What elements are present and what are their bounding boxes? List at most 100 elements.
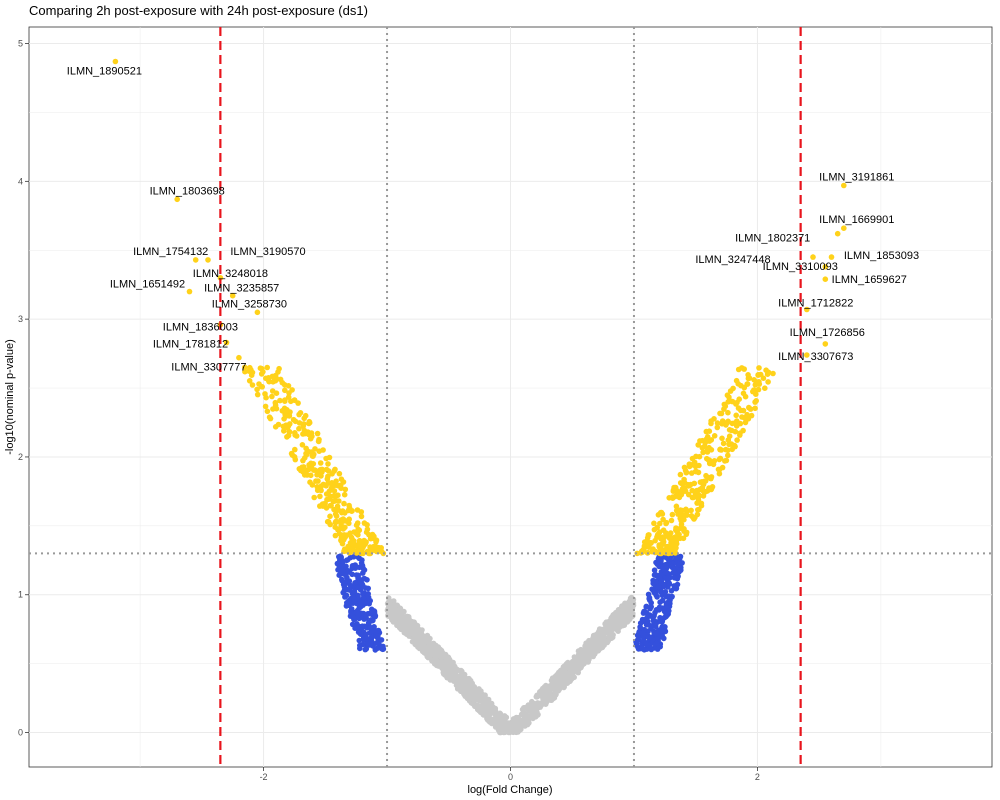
data-point <box>305 448 311 455</box>
data-point <box>400 616 407 623</box>
data-points <box>112 58 847 736</box>
data-point <box>744 381 750 387</box>
x-tick-label: 0 <box>508 772 513 782</box>
y-tick-label: 3 <box>18 314 23 324</box>
data-point <box>327 513 333 520</box>
data-point <box>675 562 682 568</box>
data-point <box>314 430 321 437</box>
data-point <box>666 608 672 614</box>
data-point <box>291 454 298 460</box>
data-point <box>356 623 362 630</box>
data-point <box>342 524 348 531</box>
data-point <box>346 516 353 522</box>
data-point <box>343 557 350 564</box>
data-point <box>296 425 302 432</box>
data-point <box>373 544 379 550</box>
data-point <box>537 704 543 710</box>
data-point <box>714 420 721 426</box>
data-point <box>416 632 423 638</box>
data-point <box>655 583 662 590</box>
data-point <box>708 486 714 493</box>
data-point <box>602 638 608 644</box>
data-point <box>719 464 726 471</box>
data-point <box>338 558 345 564</box>
x-tick-label: 2 <box>755 772 760 782</box>
data-point <box>528 712 535 718</box>
data-point <box>354 547 360 554</box>
data-point <box>361 520 368 526</box>
data-point <box>690 494 697 501</box>
data-point <box>360 590 366 597</box>
data-point <box>626 601 633 608</box>
data-point <box>292 446 298 453</box>
data-point <box>667 543 673 549</box>
data-point <box>449 670 455 676</box>
data-point <box>679 481 685 487</box>
data-point <box>336 498 342 504</box>
data-point <box>531 700 537 707</box>
data-point <box>671 566 677 573</box>
point-label: ILMN_1659627 <box>832 274 907 286</box>
data-point <box>317 460 324 466</box>
data-point <box>249 382 256 388</box>
data-point <box>300 464 307 470</box>
data-point <box>718 410 725 417</box>
data-point <box>269 393 275 400</box>
data-point <box>651 580 657 586</box>
data-point <box>442 659 449 665</box>
data-point <box>363 635 370 642</box>
data-point <box>755 386 762 393</box>
data-point <box>277 376 284 383</box>
data-point <box>721 401 728 408</box>
point-label: ILMN_3247448 <box>695 254 770 266</box>
data-point <box>357 578 364 584</box>
data-point <box>360 550 366 557</box>
data-point <box>613 609 619 616</box>
data-point <box>315 478 321 484</box>
data-point <box>415 626 421 632</box>
data-point <box>349 563 356 569</box>
data-point <box>337 482 344 489</box>
data-point <box>683 469 690 476</box>
data-point <box>481 712 487 718</box>
labeled-point <box>828 254 835 260</box>
data-point <box>556 678 562 685</box>
labeled-point <box>804 306 810 313</box>
data-point <box>396 619 403 626</box>
data-point <box>646 544 652 550</box>
data-point <box>320 503 326 509</box>
data-point <box>678 491 685 498</box>
data-point <box>365 591 372 597</box>
data-point <box>646 532 652 538</box>
data-point <box>346 569 353 575</box>
data-point <box>254 391 261 398</box>
data-point <box>673 503 680 510</box>
data-point <box>669 536 676 543</box>
data-point <box>368 617 375 623</box>
data-point <box>566 669 573 675</box>
data-point <box>447 677 454 683</box>
labeled-point <box>217 275 224 281</box>
data-point <box>254 386 260 393</box>
data-point <box>430 646 437 653</box>
y-axis-title: -log10(nominal p-value) <box>4 339 16 455</box>
data-point <box>338 570 344 576</box>
data-point <box>656 543 662 550</box>
labeled-point <box>236 354 242 361</box>
point-label: ILMN_1781812 <box>153 339 228 351</box>
data-point <box>439 665 445 672</box>
data-point <box>495 714 501 720</box>
data-point <box>365 640 371 646</box>
data-point <box>543 684 549 690</box>
data-point <box>740 407 747 414</box>
data-point <box>597 641 603 648</box>
data-point <box>401 629 408 636</box>
data-point <box>297 410 304 416</box>
data-point <box>663 600 670 607</box>
data-point <box>489 719 495 726</box>
data-point <box>666 495 672 501</box>
data-point <box>259 365 265 372</box>
data-point <box>733 423 740 429</box>
data-point <box>723 457 730 464</box>
data-point <box>282 408 289 415</box>
